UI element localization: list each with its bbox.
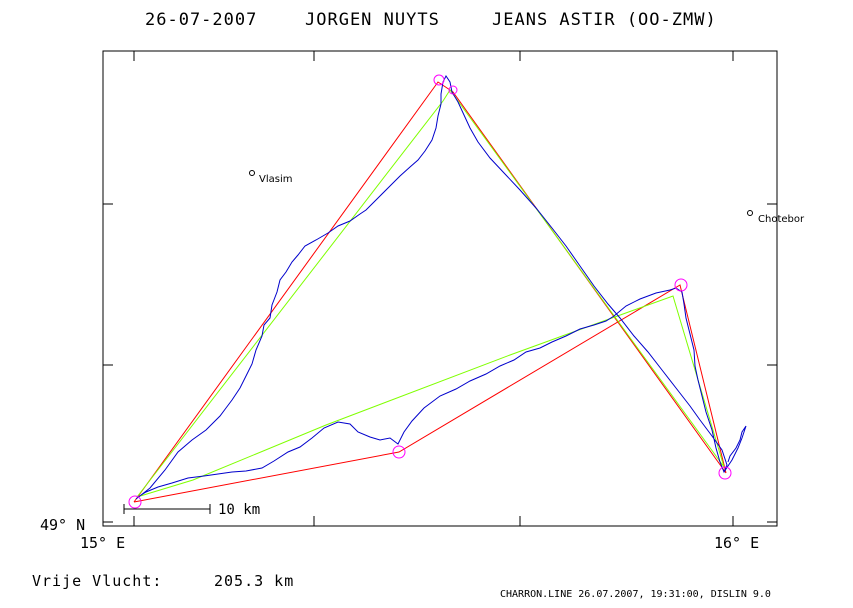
town-marker-icon xyxy=(249,170,255,176)
software-info: CHARRON.LINE 26.07.2007, 19:31:00, DISLI… xyxy=(500,589,771,600)
gps-track xyxy=(135,75,747,500)
axis-ticks xyxy=(103,51,777,526)
optimized-course-line xyxy=(136,89,725,498)
flight-distance: 205.3 km xyxy=(214,572,294,590)
declared-course-line xyxy=(133,81,727,503)
flight-type-label: Vrije Vlucht: xyxy=(32,572,162,590)
glider-name: JEANS ASTIR (OO-ZMW) xyxy=(492,10,717,30)
lon-label-15: 15° E xyxy=(80,534,125,552)
map-frame xyxy=(102,50,778,527)
town-vlasim: Vlasim xyxy=(249,170,292,185)
lat-label: 49° N xyxy=(40,516,85,534)
lon-label-16: 16° E xyxy=(714,534,759,552)
turnpoint-2 xyxy=(448,85,458,95)
town-label: Vlasim xyxy=(259,174,292,185)
scale-bar-label: 10 km xyxy=(218,502,260,518)
turnpoint-1 xyxy=(433,74,445,86)
pilot-name: JORGEN NUYTS xyxy=(305,10,440,30)
turnpoint-4 xyxy=(674,278,688,292)
turnpoint-5 xyxy=(392,445,406,459)
town-chotebor: Chotebor xyxy=(747,210,805,225)
town-marker-icon xyxy=(747,210,753,216)
flight-date: 26-07-2007 xyxy=(145,10,257,30)
turnpoint-3 xyxy=(718,466,732,480)
turnpoint-start xyxy=(128,495,142,509)
scale-bar xyxy=(123,504,211,514)
town-label: Chotebor xyxy=(758,214,805,225)
turnpoints xyxy=(128,74,732,509)
